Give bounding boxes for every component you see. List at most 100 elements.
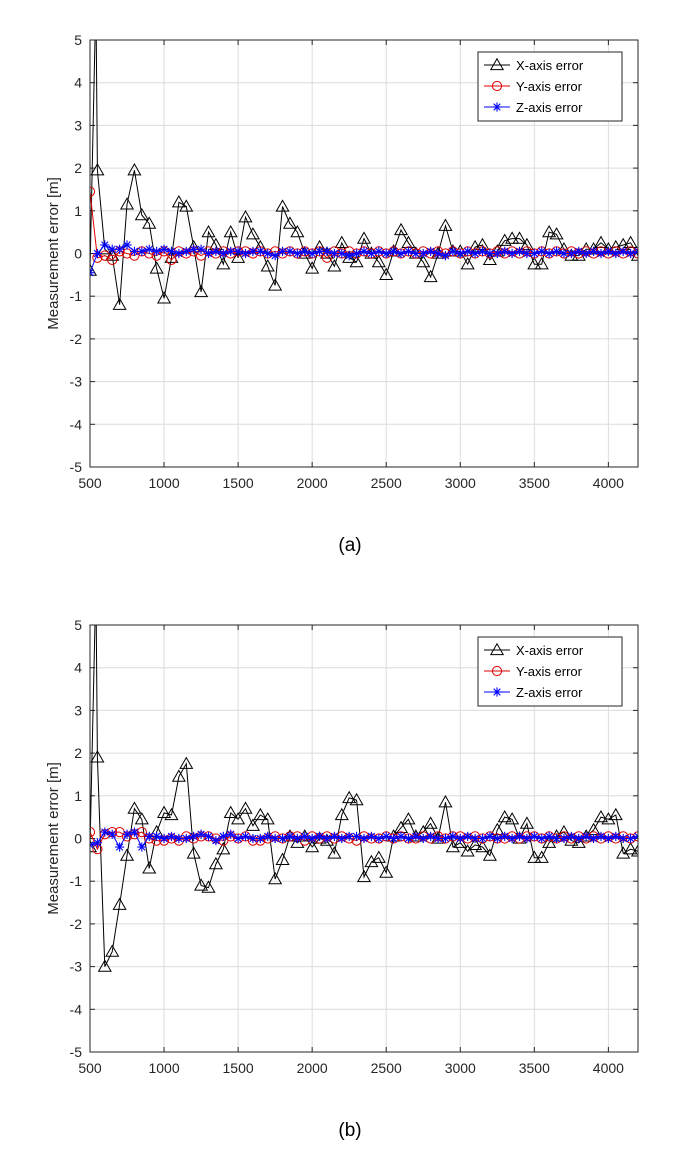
data-point-asterisk (248, 246, 258, 256)
x-tick-label: 1500 (223, 1060, 254, 1076)
data-point-asterisk (92, 248, 103, 259)
data-point-asterisk (196, 829, 206, 839)
data-point-triangle (342, 250, 357, 263)
data-point-triangle (542, 224, 557, 238)
data-point-triangle (519, 816, 534, 829)
data-point-asterisk (307, 248, 317, 259)
data-point-asterisk (529, 248, 539, 259)
data-point-triangle (201, 224, 216, 238)
x-tick-label: 2500 (371, 475, 402, 491)
data-point-asterisk (544, 248, 554, 259)
data-point-asterisk (322, 833, 332, 844)
data-point-triangle (275, 199, 290, 212)
data-point-asterisk (285, 831, 295, 841)
data-point-triangle (253, 807, 268, 821)
data-point-triangle (327, 259, 342, 272)
data-point-asterisk (307, 833, 317, 844)
data-point-asterisk (463, 831, 473, 841)
data-point-triangle (305, 261, 320, 274)
legend-label: Y-axis error (516, 79, 583, 94)
y-tick-label: 5 (74, 617, 82, 633)
data-point-triangle (460, 256, 475, 270)
data-point-triangle (112, 897, 127, 910)
data-point-triangle (371, 254, 386, 268)
data-point-triangle (127, 801, 142, 814)
y-tick-label: 2 (74, 745, 82, 761)
data-point-triangle (119, 197, 135, 210)
data-point-asterisk (411, 831, 421, 841)
data-point-triangle (512, 231, 527, 244)
data-point-asterisk (596, 831, 606, 841)
data-point-triangle (342, 790, 357, 804)
data-point-asterisk (366, 248, 377, 259)
data-point-asterisk (559, 248, 569, 259)
data-point-asterisk (455, 833, 465, 844)
data-point-asterisk (559, 833, 569, 844)
x-tick-label: 1500 (223, 475, 254, 491)
data-point-asterisk (226, 829, 236, 839)
data-point-triangle (438, 218, 453, 231)
y-tick-label: 0 (74, 831, 82, 847)
data-point-asterisk (337, 248, 347, 259)
data-point-triangle (542, 835, 557, 848)
data-point-triangle (356, 869, 372, 883)
data-point-asterisk (633, 246, 638, 256)
data-point-triangle (90, 576, 102, 587)
y-tick-label: 1 (74, 203, 82, 219)
data-point-asterisk (633, 831, 638, 841)
data-point-triangle (194, 878, 209, 891)
data-point-triangle (475, 839, 490, 853)
data-point-asterisk (314, 831, 325, 841)
panel-caption: (a) (338, 535, 361, 556)
data-point-triangle (549, 227, 564, 240)
data-point-triangle (460, 844, 475, 857)
data-point-triangle (208, 856, 223, 870)
y-tick-label: 4 (74, 660, 82, 676)
data-point-asterisk (581, 831, 591, 841)
panel-caption: (b) (338, 1120, 361, 1141)
data-point-asterisk (403, 246, 414, 256)
y-tick-label: -1 (70, 873, 83, 889)
data-point-triangle (423, 269, 438, 283)
data-point-triangle (216, 841, 231, 855)
data-point-triangle (327, 846, 342, 859)
data-point-asterisk (189, 244, 199, 254)
data-point-asterisk (359, 246, 369, 256)
data-point-asterisk (277, 833, 288, 844)
data-point-asterisk (418, 833, 428, 844)
data-point-asterisk (551, 833, 562, 844)
data-point-triangle (194, 284, 209, 298)
data-point-asterisk (90, 268, 95, 278)
data-point-triangle (593, 809, 609, 823)
data-point-asterisk (381, 248, 391, 259)
data-point-asterisk (211, 836, 221, 846)
data-point-asterisk (366, 831, 377, 841)
data-point-triangle (371, 850, 386, 863)
y-tick-label: -5 (70, 1044, 83, 1060)
legend-label: X-axis error (516, 58, 584, 73)
data-point-triangle (90, 750, 105, 763)
data-point-asterisk (263, 831, 273, 841)
data-point-asterisk (544, 831, 554, 841)
legend: X-axis error Y-axis error Z-axis error (477, 636, 623, 707)
data-point-asterisk (374, 246, 384, 256)
data-point-asterisk (122, 240, 132, 250)
data-point-triangle (164, 807, 179, 821)
data-point-triangle (90, 839, 98, 853)
data-point-asterisk (344, 831, 354, 841)
data-point-triangle (275, 852, 290, 865)
data-point-triangle (305, 839, 320, 853)
legend-marker-circle (491, 665, 503, 677)
data-point-triangle (156, 805, 172, 819)
data-point-triangle (290, 224, 305, 238)
data-point-asterisk (100, 827, 110, 837)
data-point-triangle (149, 261, 164, 274)
data-point-triangle (438, 794, 453, 808)
chart-panel-b: 500 1000 1500 2000 2500 3000 3500 4000 -5 -4 -3 -2 -… (45, 576, 639, 1141)
data-point-asterisk (537, 246, 547, 256)
x-tick-label: 2000 (297, 1060, 328, 1076)
y-tick-label: -2 (70, 331, 83, 347)
series-layer (90, 576, 638, 972)
data-point-asterisk (211, 246, 221, 256)
data-point-asterisk (92, 838, 103, 848)
